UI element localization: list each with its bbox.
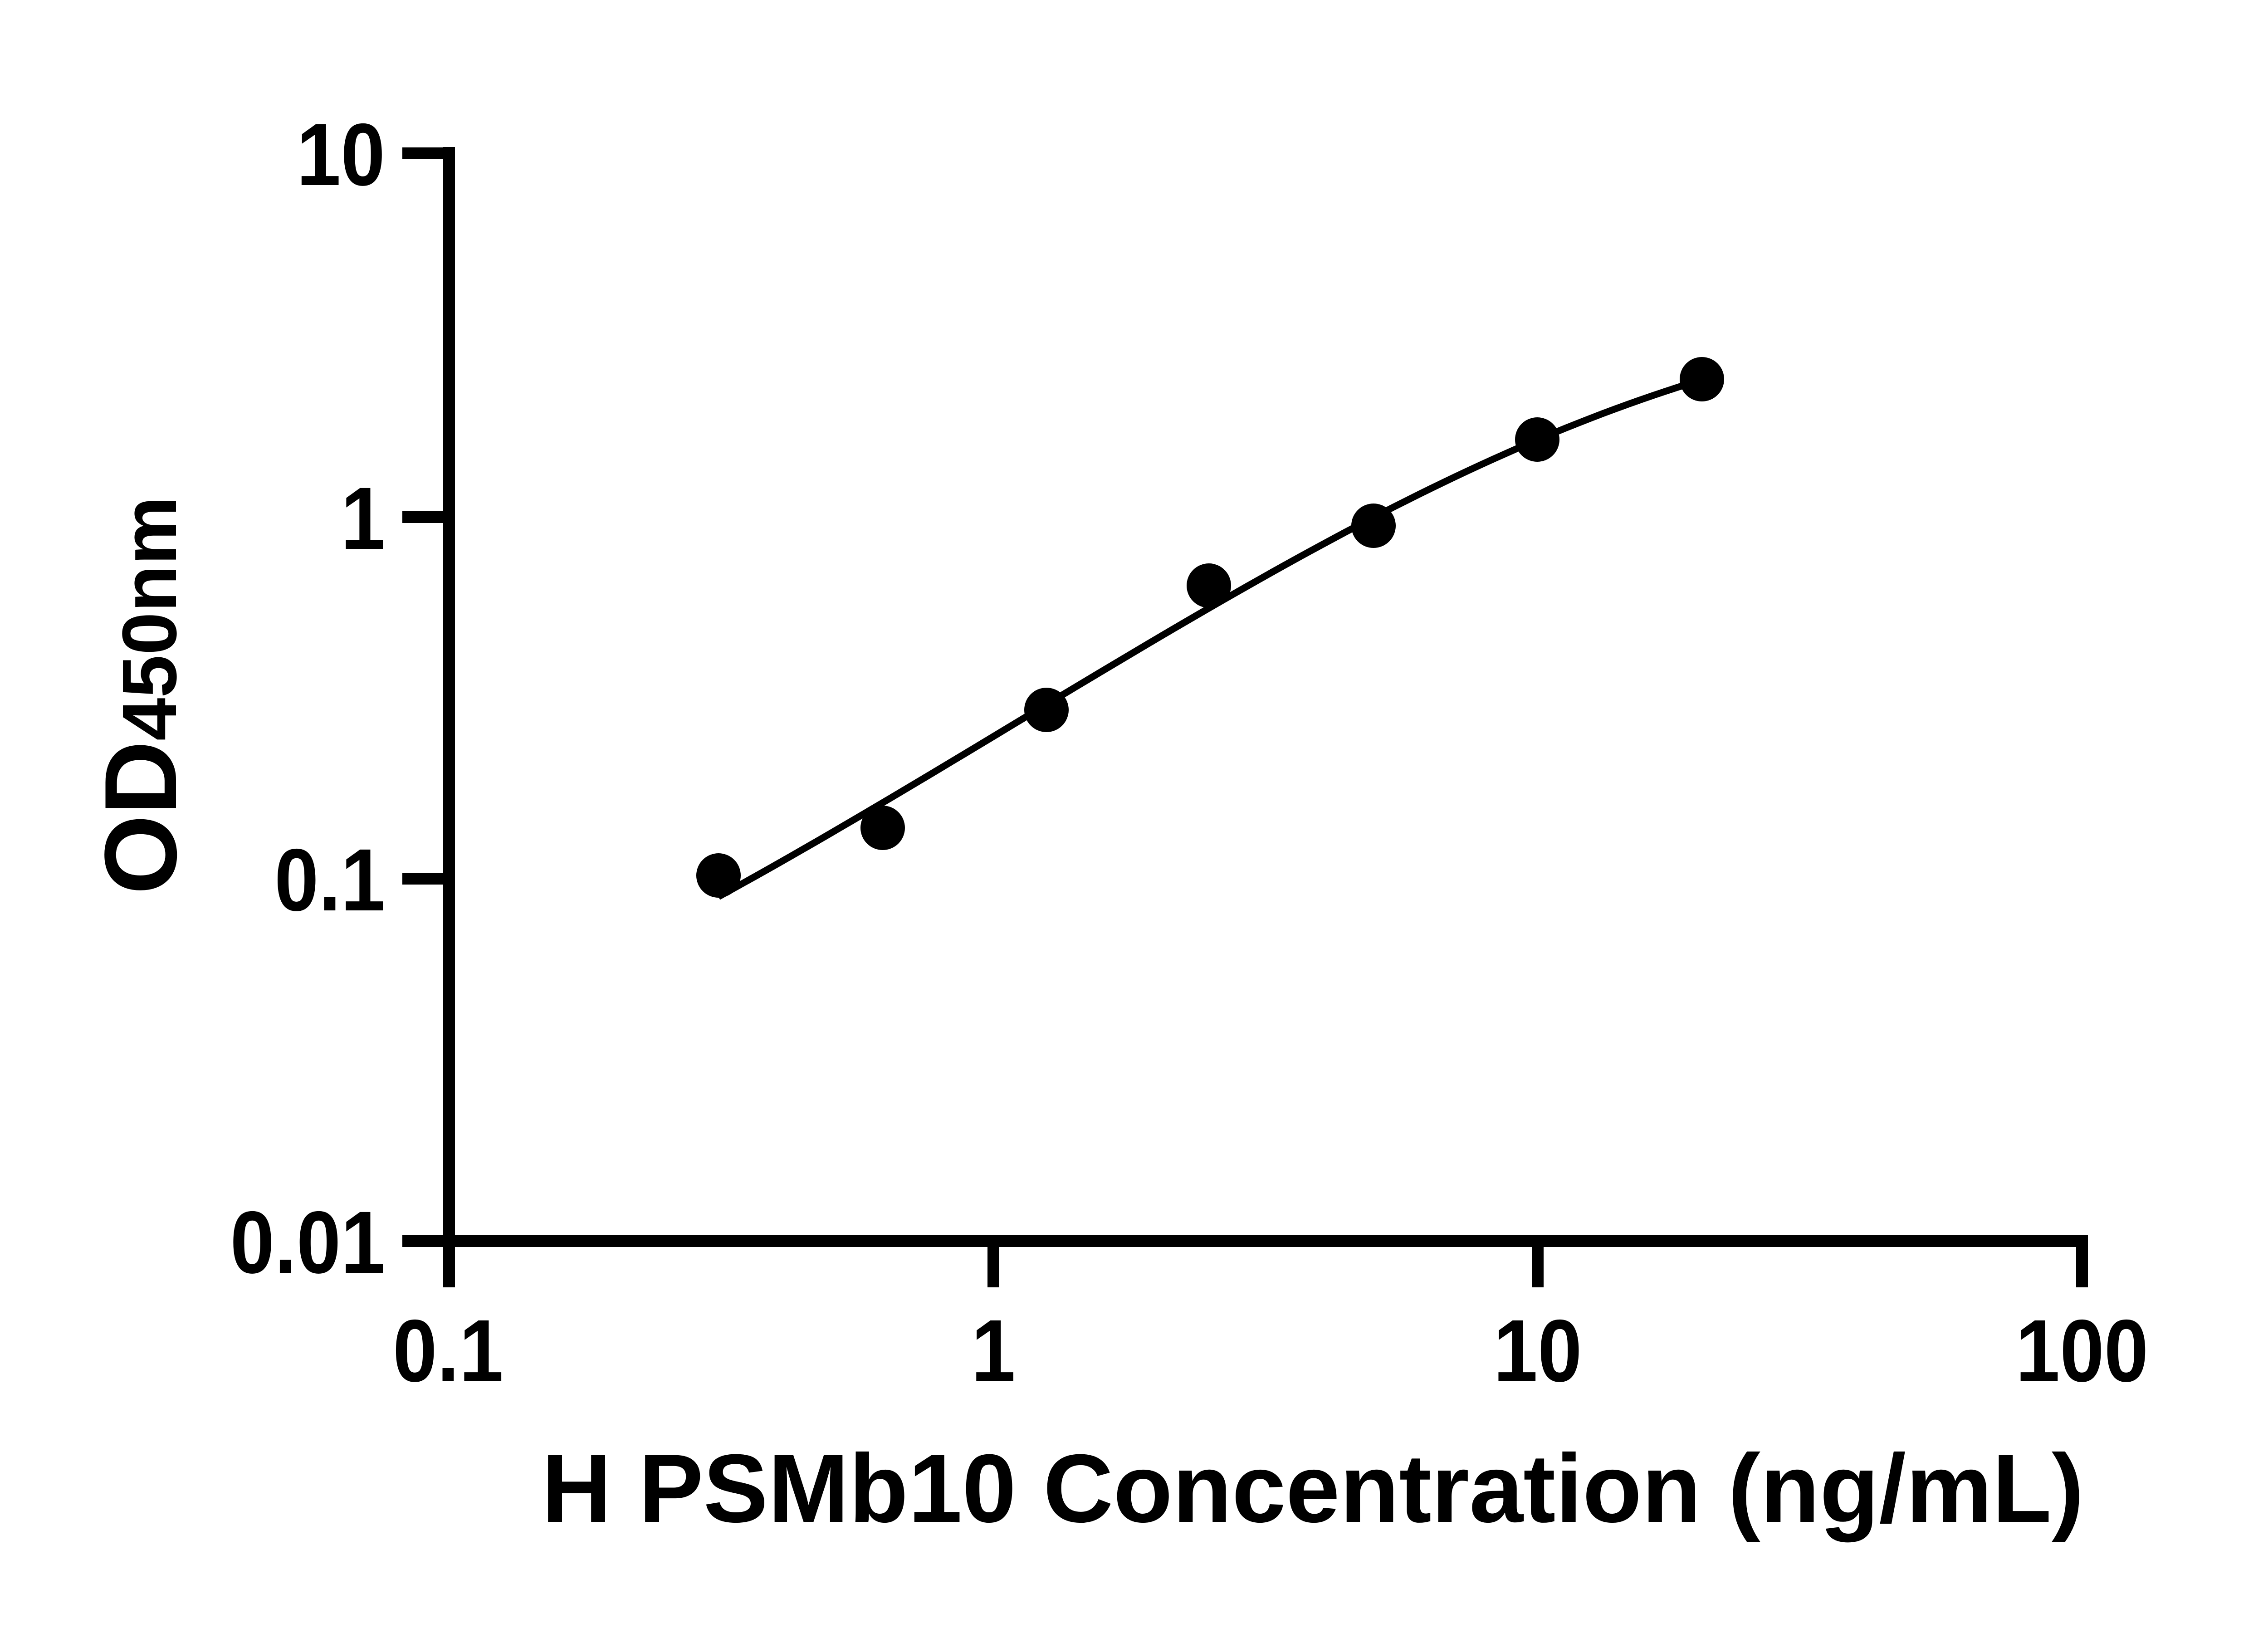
svg-text:OD450nm: OD450nm <box>83 496 198 895</box>
svg-text:10: 10 <box>1493 1301 1582 1400</box>
svg-text:10: 10 <box>297 105 385 204</box>
svg-text:0.1: 0.1 <box>393 1301 503 1400</box>
svg-text:0.01: 0.01 <box>230 1193 385 1292</box>
svg-text:100: 100 <box>2016 1301 2149 1400</box>
svg-text:H PSMb10 Concentration (ng/mL): H PSMb10 Concentration (ng/mL) <box>542 1434 2084 1543</box>
svg-text:1: 1 <box>971 1301 1016 1400</box>
svg-text:0.1: 0.1 <box>274 831 385 929</box>
svg-text:1: 1 <box>341 469 385 568</box>
